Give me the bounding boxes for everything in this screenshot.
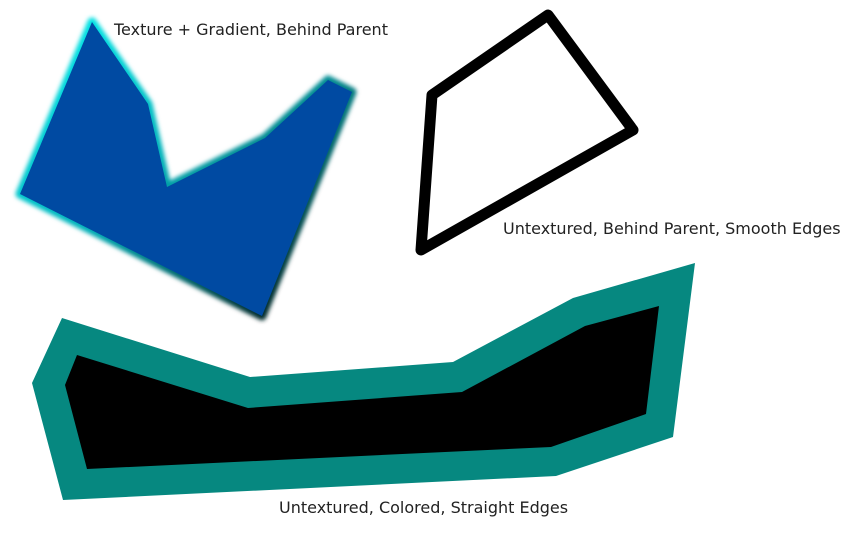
textured-polygon-label: Texture + Gradient, Behind Parent	[114, 20, 388, 39]
outline-polygon	[415, 9, 639, 256]
colored-polygon-inner	[65, 306, 659, 469]
textured-polygon-fill	[20, 22, 352, 316]
colored-polygon	[32, 263, 695, 500]
textured-gradient-polygon	[15, 17, 357, 321]
colored-polygon-label: Untextured, Colored, Straight Edges	[279, 498, 569, 517]
outline-polygon-label: Untextured, Behind Parent, Smooth Edges	[503, 219, 841, 238]
